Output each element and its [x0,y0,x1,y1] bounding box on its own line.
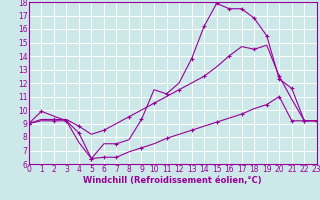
X-axis label: Windchill (Refroidissement éolien,°C): Windchill (Refroidissement éolien,°C) [84,176,262,185]
